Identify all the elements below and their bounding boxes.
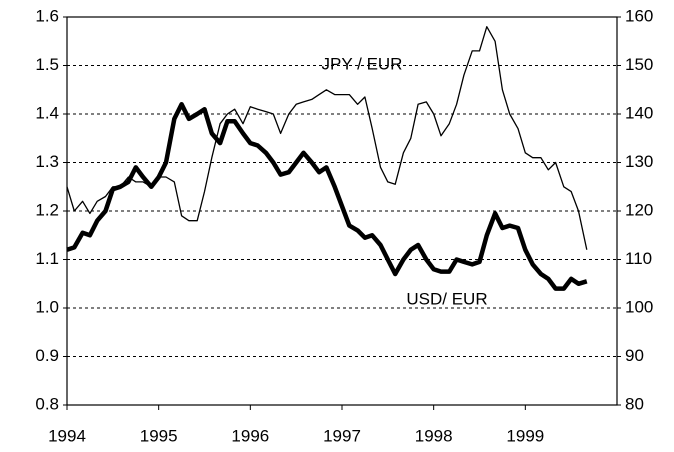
- x-tick-label: 1994: [48, 426, 86, 445]
- y2-tick-label: 130: [625, 152, 653, 171]
- y2-tick-label: 160: [625, 6, 653, 25]
- x-tick-label: 1999: [506, 426, 544, 445]
- annotation: JPY / EUR: [322, 54, 403, 73]
- series-line: [66, 102, 588, 291]
- y2-tick-label: 80: [625, 394, 644, 413]
- y-tick-label: 1.5: [35, 55, 59, 74]
- x-tick-label: 1996: [231, 426, 269, 445]
- y2-tick-label: 90: [625, 346, 644, 365]
- annotation: USD/ EUR: [406, 289, 487, 308]
- y2-tick-label: 120: [625, 200, 653, 219]
- x-tick-label: 1998: [415, 426, 453, 445]
- x-tick-label: 1997: [323, 426, 361, 445]
- y-tick-label: 1.4: [35, 103, 59, 122]
- y2-tick-label: 140: [625, 103, 653, 122]
- y-tick-label: 0.8: [35, 394, 59, 413]
- y2-tick-label: 150: [625, 55, 653, 74]
- y2-tick-label: 110: [625, 249, 652, 268]
- y-tick-label: 0.9: [35, 346, 59, 365]
- y-tick-label: 1.2: [35, 200, 59, 219]
- series-line: [66, 26, 588, 250]
- plot-frame: [66, 16, 618, 406]
- y-tick-label: 1.1: [35, 249, 59, 268]
- y-tick-label: 1.6: [35, 6, 59, 25]
- y-tick-label: 1.3: [35, 152, 59, 171]
- y2-tick-label: 100: [625, 297, 653, 316]
- y-tick-label: 1.0: [35, 297, 59, 316]
- x-tick-label: 1995: [140, 426, 178, 445]
